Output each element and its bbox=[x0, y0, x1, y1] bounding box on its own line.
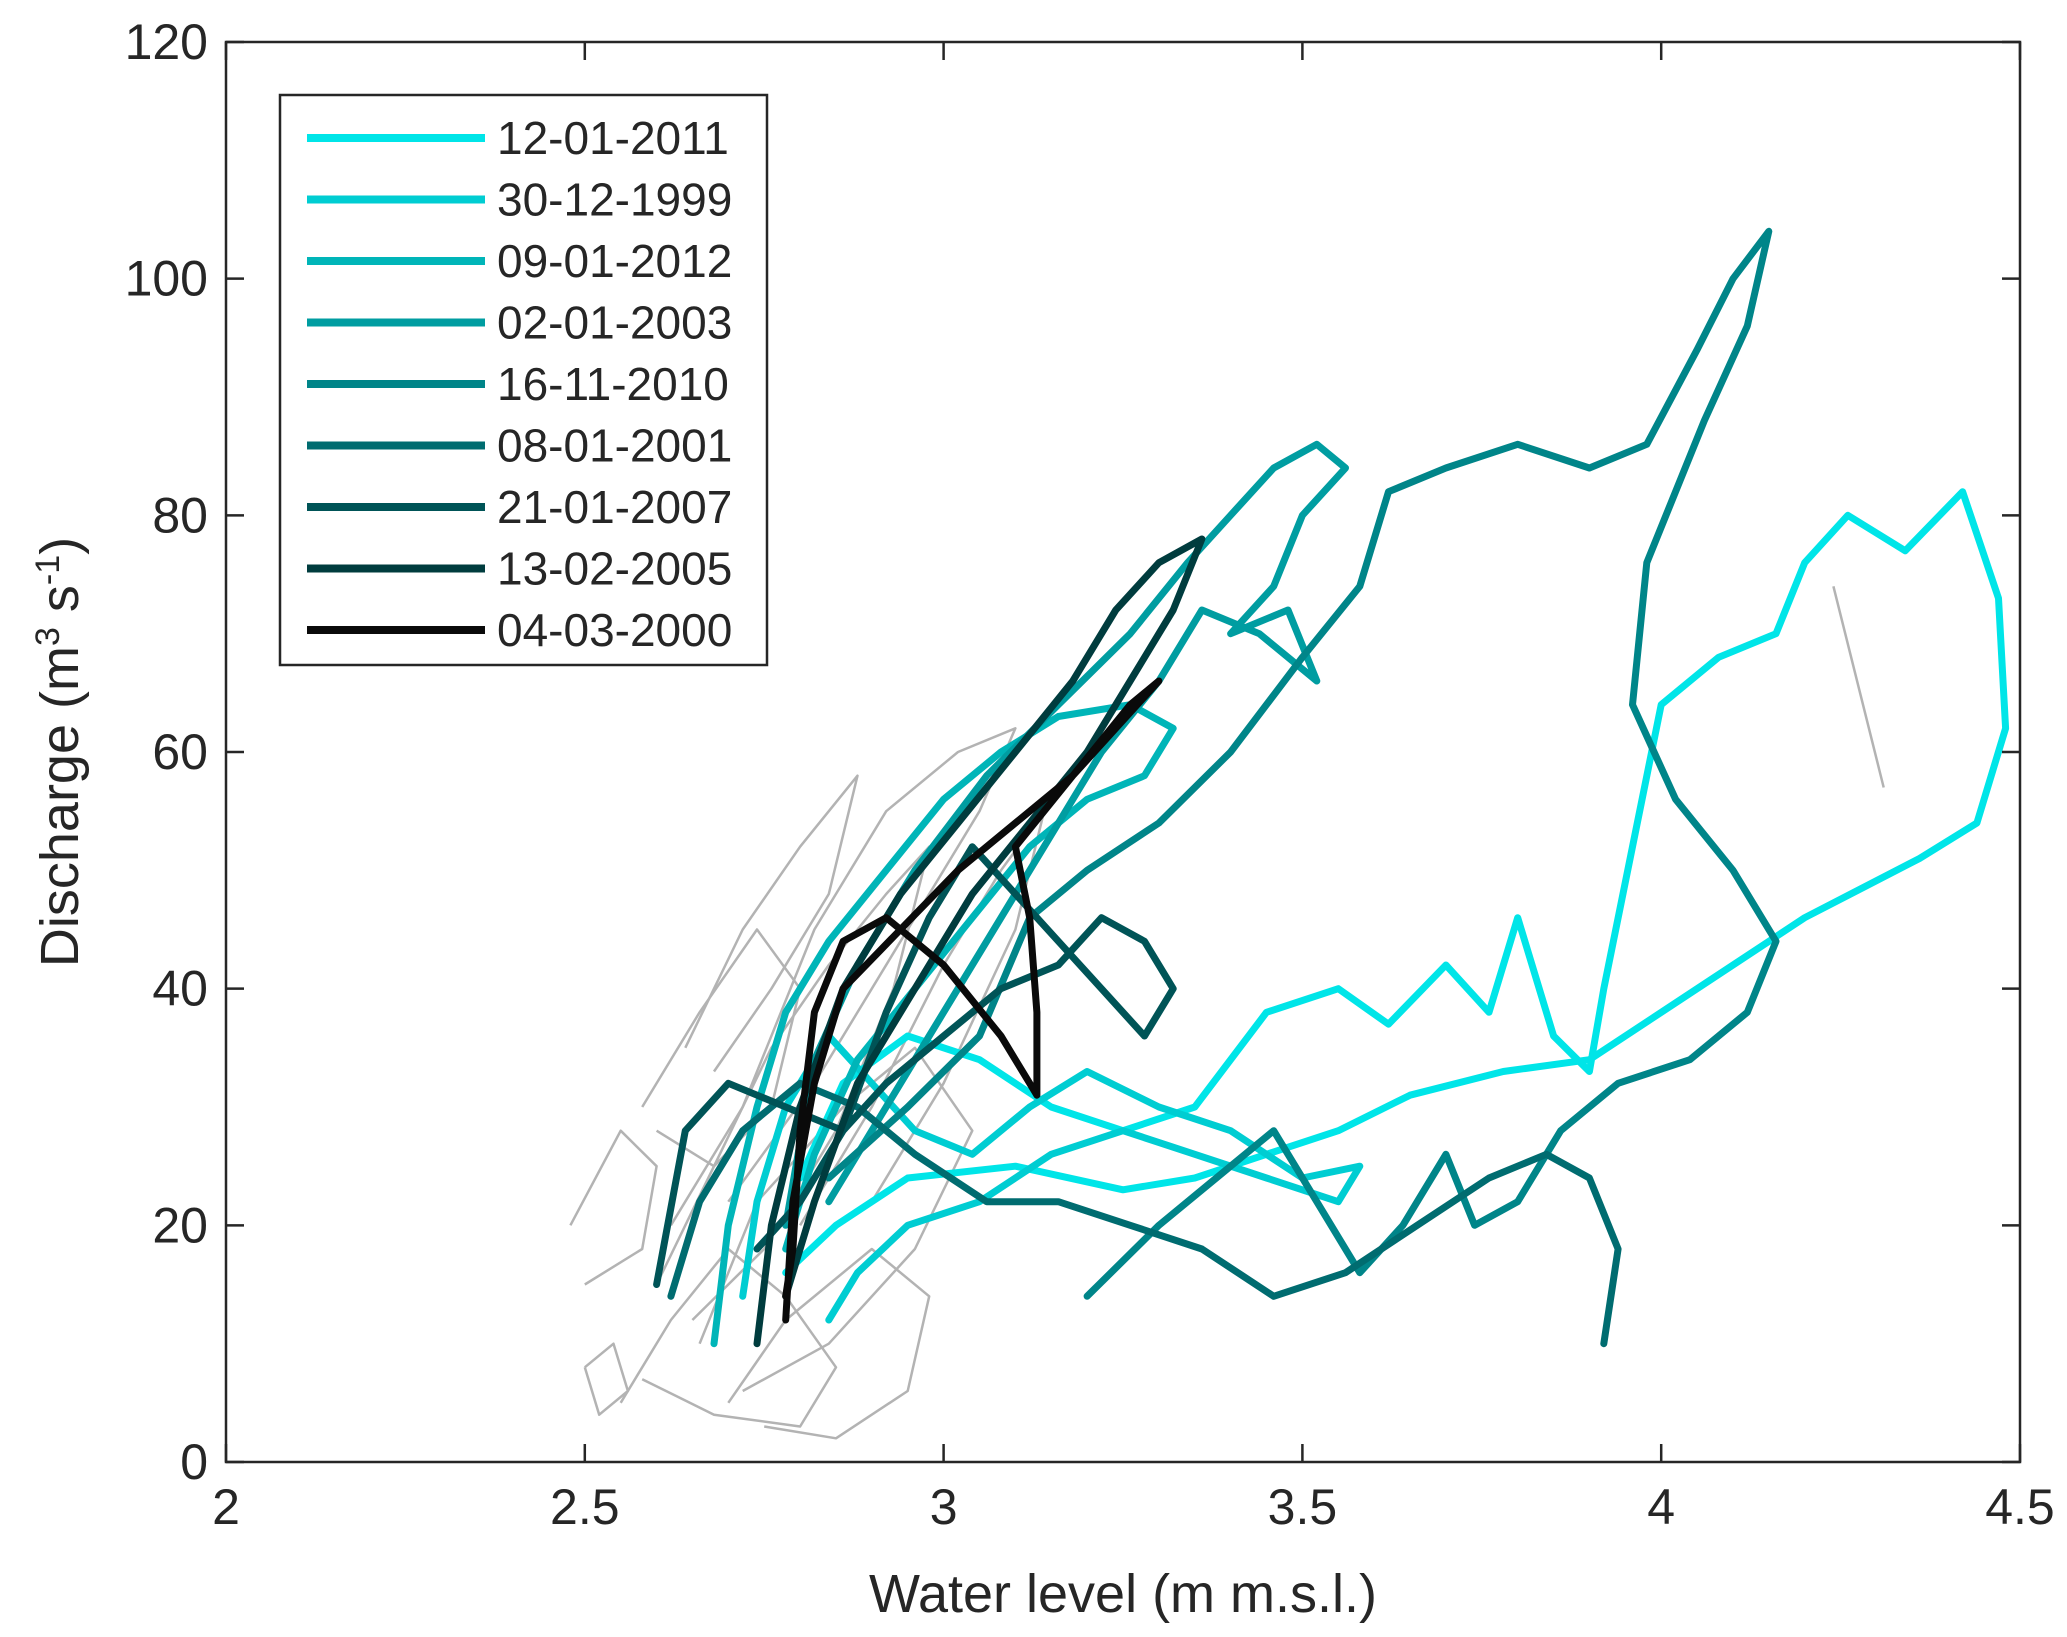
series-line-02-01-2003 bbox=[782, 440, 1349, 1229]
background-event-line bbox=[619, 1247, 838, 1428]
y-tick-labels: 0 20 40 60 80 100 120 bbox=[125, 14, 208, 1490]
y-tick-label: 0 bbox=[180, 1434, 208, 1490]
y-tick-label: 120 bbox=[125, 14, 208, 70]
x-tick-label: 3.5 bbox=[1268, 1479, 1338, 1535]
legend-label: 04-03-2000 bbox=[497, 604, 732, 656]
y-axis-label-mid: s bbox=[30, 585, 90, 627]
axis-ticks bbox=[224, 40, 2022, 1464]
background-event-line bbox=[669, 727, 1017, 1226]
legend-entries: 12-01-2011 30-12-1999 09-01-2012 02-01-2003… bbox=[307, 112, 732, 656]
x-tick-label: 2.5 bbox=[550, 1479, 620, 1535]
x-tick-label: 2 bbox=[212, 1479, 240, 1535]
x-tick-labels: 2 2.5 3 3.5 4 4.5 bbox=[212, 1479, 2055, 1535]
y-tick-label: 60 bbox=[152, 724, 208, 780]
background-event-line bbox=[1832, 585, 1885, 788]
legend: 12-01-2011 30-12-1999 09-01-2012 02-01-2003… bbox=[278, 93, 769, 667]
y-tick-label: 80 bbox=[152, 487, 208, 543]
series-line-16-11-2010 bbox=[825, 227, 1780, 1300]
background-event-line bbox=[569, 1129, 658, 1286]
legend-label: 02-01-2003 bbox=[497, 297, 732, 349]
y-axis-label-sup1: 3 bbox=[29, 627, 67, 646]
series-line-30-12-1999 bbox=[739, 1032, 1364, 1324]
x-axis-label: Water level (m m.s.l.) bbox=[869, 1564, 1377, 1624]
legend-label: 08-01-2001 bbox=[497, 420, 732, 472]
x-tick-label: 4 bbox=[1647, 1479, 1675, 1535]
y-tick-label: 40 bbox=[152, 961, 208, 1017]
series-line-21-01-2007 bbox=[653, 843, 1177, 1288]
background-event-line bbox=[583, 1342, 630, 1416]
series-lines bbox=[653, 227, 2010, 1348]
y-axis-label: Discharge (m3 s-1) bbox=[29, 537, 90, 967]
y-tick-label: 100 bbox=[125, 251, 208, 307]
y-tick-label: 20 bbox=[152, 1197, 208, 1253]
legend-label: 30-12-1999 bbox=[497, 174, 732, 226]
series-line-04-03-2000 bbox=[782, 677, 1163, 1324]
series-line-13-02-2005 bbox=[753, 535, 1206, 1348]
series-line-12-01-2011 bbox=[782, 488, 2010, 1277]
legend-label: 09-01-2012 bbox=[497, 235, 732, 287]
legend-label: 21-01-2007 bbox=[497, 481, 732, 533]
background-event-line bbox=[698, 1046, 974, 1393]
series-line-08-01-2001 bbox=[667, 1079, 1622, 1348]
x-tick-label: 4.5 bbox=[1985, 1479, 2055, 1535]
legend-label: 12-01-2011 bbox=[497, 112, 729, 164]
background-event-line bbox=[684, 774, 859, 1073]
legend-label: 13-02-2005 bbox=[497, 543, 732, 595]
y-axis-label-main: Discharge (m bbox=[30, 646, 90, 967]
x-tick-label: 3 bbox=[930, 1479, 958, 1535]
y-axis-label-end: ) bbox=[30, 537, 90, 555]
legend-label: 16-11-2010 bbox=[497, 358, 729, 410]
y-axis-label-sup2: -1 bbox=[29, 555, 67, 585]
